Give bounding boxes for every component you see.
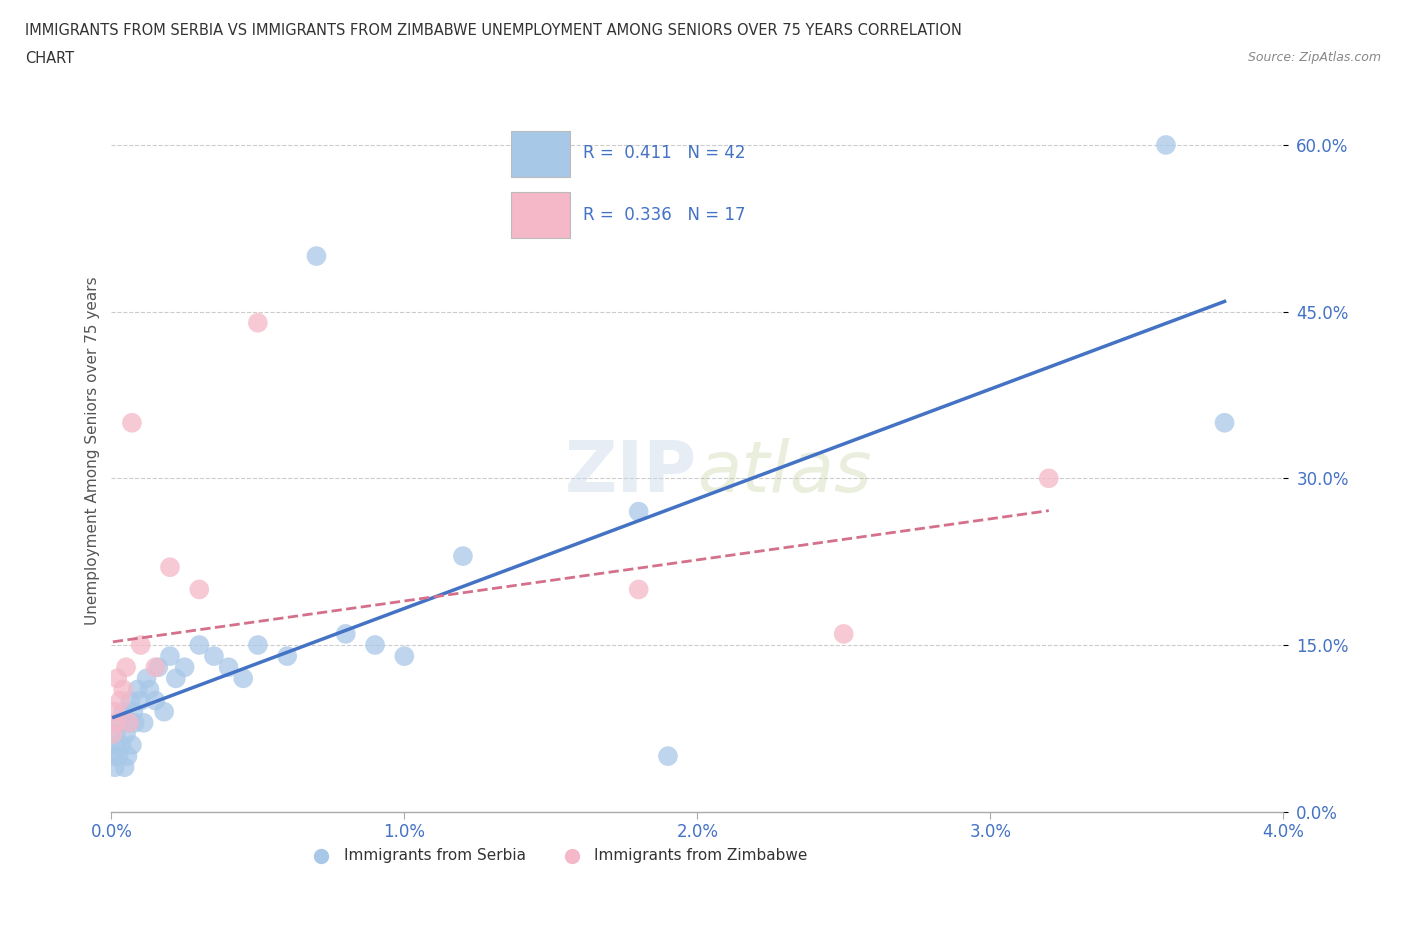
Text: CHART: CHART bbox=[25, 51, 75, 66]
Point bbox=[153, 704, 176, 719]
Point bbox=[165, 671, 187, 685]
Point bbox=[108, 715, 131, 730]
Point bbox=[121, 416, 143, 431]
Y-axis label: Unemployment Among Seniors over 75 years: Unemployment Among Seniors over 75 years bbox=[86, 276, 100, 625]
Point bbox=[143, 659, 166, 674]
Point bbox=[173, 659, 195, 674]
Point bbox=[103, 704, 125, 719]
Point bbox=[148, 659, 170, 674]
Point bbox=[657, 749, 679, 764]
Point bbox=[118, 715, 141, 730]
Point bbox=[124, 715, 146, 730]
Point bbox=[104, 715, 127, 730]
Point bbox=[105, 671, 128, 685]
Point bbox=[627, 504, 650, 519]
Point bbox=[305, 248, 328, 263]
Point bbox=[115, 659, 138, 674]
Point bbox=[132, 715, 155, 730]
Legend: Immigrants from Serbia, Immigrants from Zimbabwe: Immigrants from Serbia, Immigrants from … bbox=[299, 842, 814, 869]
Point bbox=[120, 693, 142, 708]
Point bbox=[276, 649, 298, 664]
Point bbox=[135, 671, 157, 685]
Point bbox=[112, 704, 135, 719]
Point bbox=[115, 726, 138, 741]
Point bbox=[101, 726, 124, 741]
Point bbox=[159, 649, 181, 664]
Point bbox=[246, 638, 269, 653]
Point bbox=[202, 649, 225, 664]
Text: IMMIGRANTS FROM SERBIA VS IMMIGRANTS FROM ZIMBABWE UNEMPLOYMENT AMONG SENIORS OV: IMMIGRANTS FROM SERBIA VS IMMIGRANTS FRO… bbox=[25, 23, 962, 38]
Text: atlas: atlas bbox=[697, 438, 872, 507]
Point bbox=[107, 749, 129, 764]
Point bbox=[112, 682, 135, 697]
Point bbox=[143, 693, 166, 708]
Point bbox=[394, 649, 416, 664]
Point bbox=[108, 693, 131, 708]
Point bbox=[103, 749, 125, 764]
Point bbox=[117, 749, 139, 764]
Point bbox=[246, 315, 269, 330]
Point bbox=[1213, 416, 1236, 431]
Point bbox=[188, 638, 211, 653]
Point bbox=[122, 704, 145, 719]
Point bbox=[335, 627, 357, 642]
Point bbox=[232, 671, 254, 685]
Point bbox=[129, 638, 152, 653]
Point bbox=[627, 582, 650, 597]
Point bbox=[138, 682, 160, 697]
Point bbox=[832, 627, 855, 642]
Point bbox=[218, 659, 240, 674]
Point bbox=[1154, 138, 1177, 153]
Text: ZIP: ZIP bbox=[565, 438, 697, 507]
Point bbox=[105, 737, 128, 752]
Point bbox=[104, 760, 127, 775]
Point bbox=[364, 638, 387, 653]
Point bbox=[188, 582, 211, 597]
Point bbox=[121, 737, 143, 752]
Point bbox=[127, 682, 149, 697]
Point bbox=[104, 726, 127, 741]
Point bbox=[118, 715, 141, 730]
Point bbox=[111, 737, 134, 752]
Point bbox=[114, 760, 136, 775]
Point bbox=[451, 549, 474, 564]
Point bbox=[159, 560, 181, 575]
Point bbox=[1038, 471, 1060, 485]
Text: Source: ZipAtlas.com: Source: ZipAtlas.com bbox=[1247, 51, 1381, 64]
Point bbox=[129, 693, 152, 708]
